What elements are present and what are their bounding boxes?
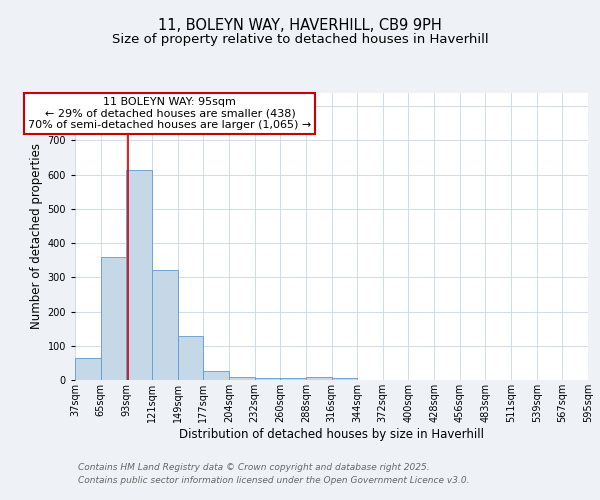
Text: 11 BOLEYN WAY: 95sqm
← 29% of detached houses are smaller (438)
70% of semi-deta: 11 BOLEYN WAY: 95sqm ← 29% of detached h… — [28, 97, 311, 130]
Bar — [127, 170, 152, 380]
Bar — [229, 378, 254, 380]
Bar — [101, 257, 127, 380]
Bar — [254, 378, 280, 380]
Bar — [203, 371, 229, 380]
Text: 11, BOLEYN WAY, HAVERHILL, CB9 9PH: 11, BOLEYN WAY, HAVERHILL, CB9 9PH — [158, 18, 442, 32]
Bar — [75, 358, 101, 380]
Text: Contains HM Land Registry data © Crown copyright and database right 2025.: Contains HM Land Registry data © Crown c… — [78, 464, 430, 472]
Bar — [331, 378, 357, 380]
Text: Contains public sector information licensed under the Open Government Licence v3: Contains public sector information licen… — [78, 476, 470, 485]
Bar — [306, 376, 331, 380]
Bar — [152, 270, 178, 380]
X-axis label: Distribution of detached houses by size in Haverhill: Distribution of detached houses by size … — [179, 428, 484, 440]
Y-axis label: Number of detached properties: Number of detached properties — [31, 143, 43, 329]
Text: Size of property relative to detached houses in Haverhill: Size of property relative to detached ho… — [112, 32, 488, 46]
Bar — [280, 378, 306, 380]
Bar — [178, 336, 203, 380]
